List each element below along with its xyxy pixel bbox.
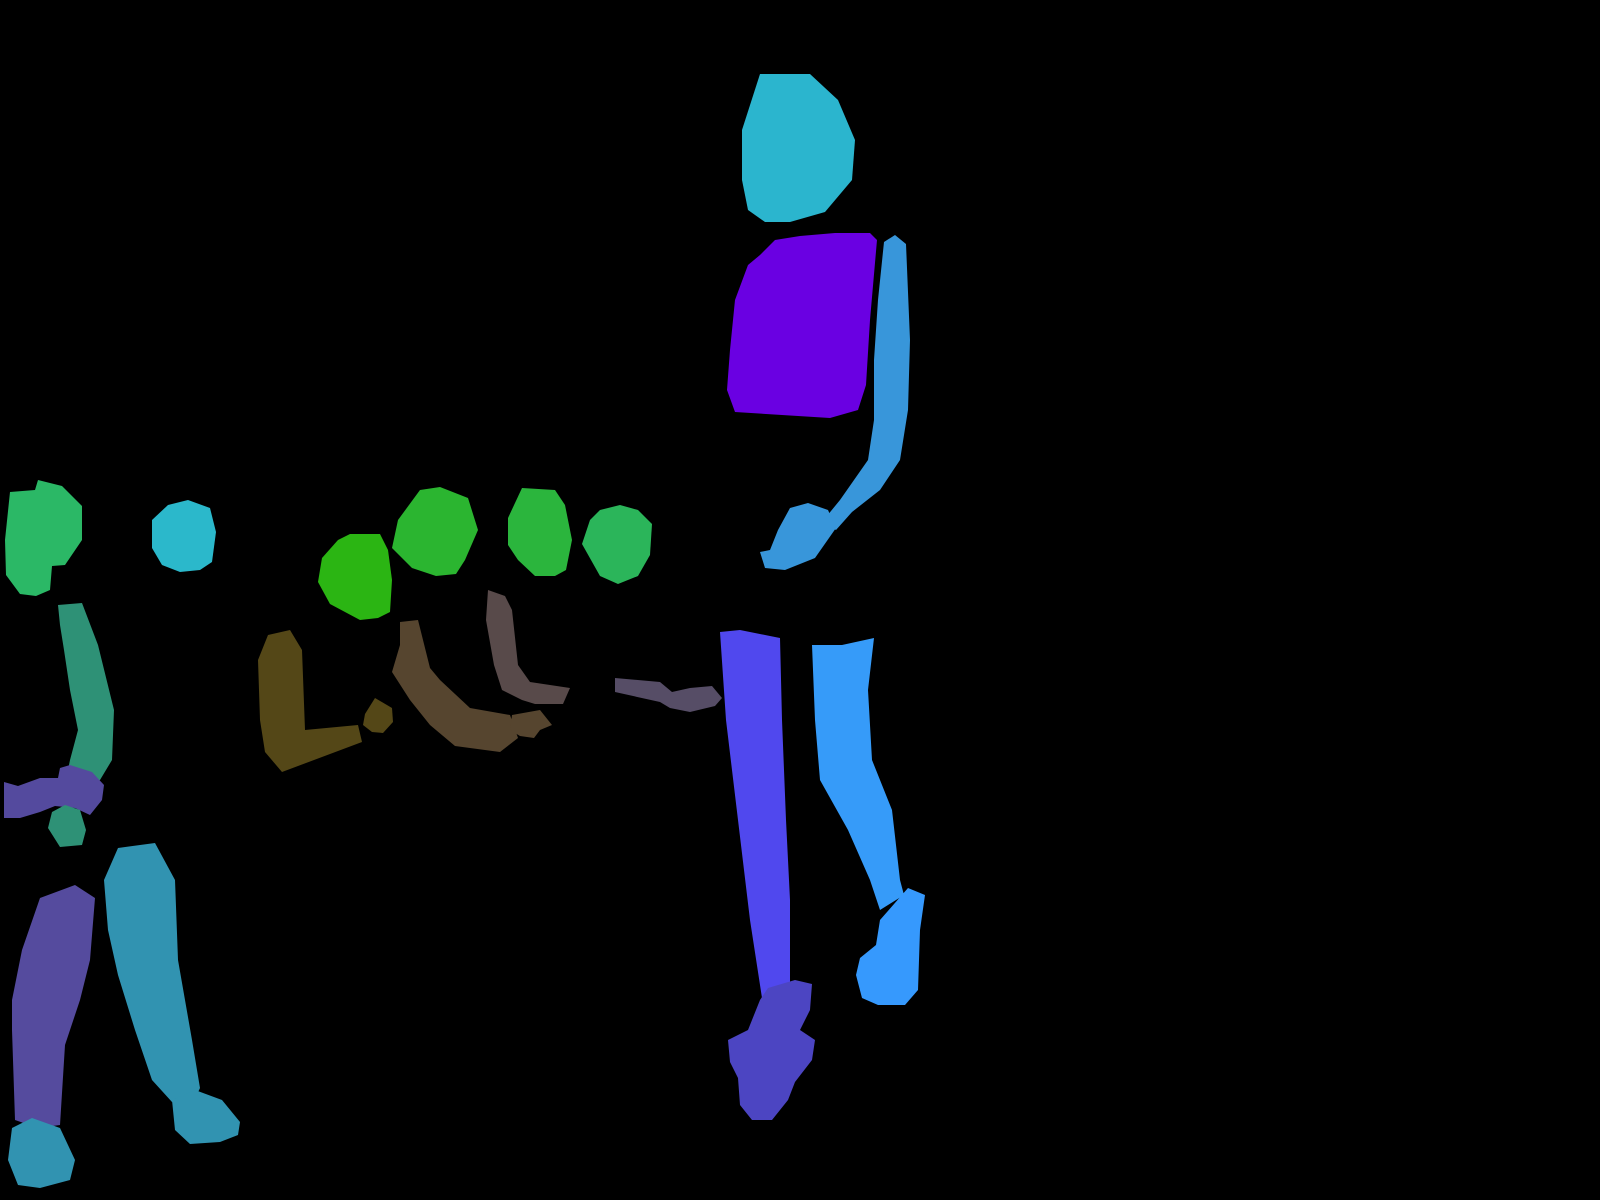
small-head [152,500,216,572]
seated-arm-1-hand [363,698,393,733]
tall-person-right-leg [812,638,904,910]
seated-arm-2-hand [510,710,552,738]
tall-person-held-object [615,678,722,712]
left-person-left-foot [8,1118,75,1188]
tall-person-right-hand [760,503,836,570]
tall-person-right-arm [822,235,910,530]
left-person-head [5,480,82,596]
seated-arm-2 [392,620,518,752]
seated-arm-1 [258,630,362,772]
left-person-right-leg [104,843,200,1110]
tall-person-torso [727,233,877,418]
tall-person-left-leg [720,630,790,998]
left-person-right-foot [172,1090,240,1144]
left-person-left-leg [12,885,95,1128]
tall-person-head [742,74,855,222]
left-person-hands [4,765,104,818]
left-person-belt [48,805,86,847]
tall-person [615,74,925,1120]
seated-head-4 [582,505,652,584]
left-person-arm [58,603,114,790]
seated-head-3 [508,488,572,576]
tall-person-left-foot [728,980,815,1120]
tall-person-right-foot [856,888,925,1005]
seated-head-1 [318,534,392,620]
seated-head-2 [392,487,478,576]
seated-arm-3 [486,590,570,704]
small-head-shape [152,500,216,572]
seated-group [258,487,652,772]
left-person [4,480,240,1188]
